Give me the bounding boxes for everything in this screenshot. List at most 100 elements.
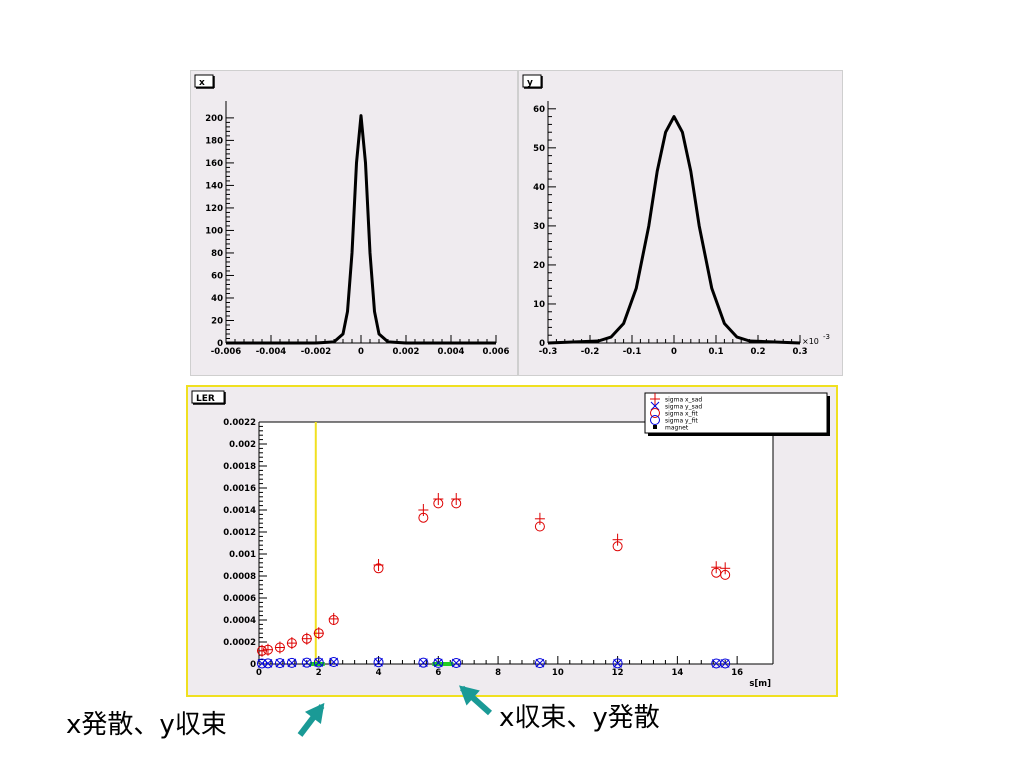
x-tick-label: 0.006 — [483, 347, 510, 357]
point-circle — [262, 644, 273, 655]
y-tick-label: 50 — [533, 144, 545, 154]
arrow-shaft — [297, 704, 325, 737]
x-tick-label: 0 — [358, 347, 364, 357]
point-circle — [373, 563, 384, 574]
plot-pad-ler: 0 2 4 6 8 10 12 14 16 0 0.0002 0.0004 0.0006 0.0008 0.… — [186, 385, 838, 697]
y-tick-label: 120 — [205, 204, 223, 214]
legend-label: sigma x_sad — [665, 397, 702, 404]
y-tick-label: 20 — [533, 261, 545, 271]
y-tick-label: 0.0012 — [223, 528, 256, 538]
point-cross — [419, 658, 428, 668]
point-cross — [433, 658, 443, 668]
point-cross — [302, 658, 312, 668]
x-tick-label: 4 — [376, 668, 382, 678]
series-line — [226, 114, 496, 345]
y-tick-label: 0.001 — [229, 550, 256, 560]
chart-ler: 0 2 4 6 8 10 12 14 16 0 0.0002 0.0004 0.0006 0.0008 0.… — [191, 390, 830, 689]
x-tick-label: -0.3 — [539, 347, 558, 357]
point-cross — [329, 657, 339, 667]
point-circle — [256, 645, 267, 656]
title-box — [194, 74, 214, 88]
point-circle — [433, 657, 444, 668]
title-box — [191, 390, 225, 404]
legend-box — [644, 392, 828, 434]
x-tick-label: 14 — [671, 668, 683, 678]
y-tick-label: 30 — [533, 222, 545, 232]
chart-title: y — [527, 78, 533, 88]
legend-label: magnet — [665, 425, 689, 432]
x-tick-label: 0 — [256, 668, 262, 678]
x-tick-label: -0.002 — [301, 347, 331, 357]
point-circle — [286, 657, 297, 668]
x-tick-label: 0.3 — [792, 347, 807, 357]
x-tick-label: 2 — [316, 668, 322, 678]
point-circle — [274, 658, 285, 669]
point-circle — [534, 521, 545, 532]
point-circle — [612, 541, 623, 552]
y-tick-label: 0.0018 — [223, 462, 256, 472]
x-tick-label: -0.006 — [211, 347, 241, 357]
x-multiplier: ×10 — [802, 337, 819, 346]
legend-marker-cross — [650, 401, 660, 411]
y-tick-label: 0.0016 — [223, 484, 256, 494]
arrow-head — [304, 702, 325, 724]
plot-pad-y: -0.3 -0.2 -0.1 0 0.1 0.2 0.3 0 10 20 30 40 50 60 y ×10-… — [518, 70, 843, 376]
y-tick-label: 0.002 — [229, 440, 256, 450]
legend-label: sigma y_sad — [665, 404, 702, 411]
legend-label: sigma x_fit — [665, 411, 698, 418]
y-tick-label: 60 — [211, 271, 223, 281]
point-circle — [534, 658, 545, 669]
point-circle — [720, 569, 731, 580]
y-tick-label: 160 — [205, 159, 223, 169]
x-tick-label: 6 — [435, 668, 441, 678]
y-tick-label: 0 — [539, 339, 545, 349]
y-tick-label: 0.0004 — [223, 616, 256, 626]
point-cross — [263, 658, 273, 668]
chart-title: x — [199, 78, 205, 88]
point-circle — [301, 657, 312, 668]
legend-marker-square — [653, 425, 657, 429]
point-circle — [328, 615, 339, 625]
chart-y: -0.3 -0.2 -0.1 0 0.1 0.2 0.3 0 10 20 30 40 50 60 y ×10-… — [522, 74, 830, 357]
y-tick-label: 40 — [533, 183, 545, 193]
y-tick-label: 0.0006 — [223, 594, 256, 604]
point-circle — [301, 633, 312, 644]
point-circle — [373, 657, 384, 668]
x-multiplier-exponent: -3 — [823, 333, 830, 341]
legend-marker-circle — [650, 408, 660, 418]
point-cross — [613, 658, 622, 668]
annotation-left: x発散、y収束 — [66, 710, 227, 740]
point-cross — [535, 658, 545, 668]
point-circle — [328, 657, 339, 668]
point-circle — [418, 657, 429, 668]
plot-area — [259, 422, 773, 664]
x-tick-label: 10 — [552, 668, 564, 678]
y-tick-label: 0 — [217, 339, 223, 349]
plot-pad-x: -0.006 -0.004 -0.002 0 0.002 0.004 0.006 0 20 40 6… — [190, 70, 518, 376]
y-tick-label: 0 — [250, 660, 256, 670]
point-cross — [314, 658, 324, 667]
series-line — [547, 115, 801, 345]
x-tick-label: 0 — [671, 347, 677, 357]
x-tick-label: -0.2 — [581, 347, 600, 357]
x-axis-title: s[m] — [749, 679, 771, 689]
title-box — [522, 74, 542, 88]
point-cross — [720, 659, 730, 668]
point-circle — [286, 638, 297, 649]
point-circle — [256, 658, 267, 669]
point-cross — [711, 659, 721, 668]
chart-title: LER — [196, 394, 215, 404]
point-circle — [451, 498, 462, 509]
y-tick-label: 80 — [211, 249, 223, 259]
point-circle — [720, 658, 731, 669]
x-tick-label: 8 — [495, 668, 501, 678]
point-circle — [274, 642, 285, 653]
annotation-right: x収束、y発散 — [499, 703, 660, 733]
x-tick-label: -0.004 — [256, 347, 286, 357]
y-tick-label: 10 — [533, 300, 545, 310]
y-tick-label: 100 — [205, 226, 223, 236]
point-circle — [433, 498, 444, 509]
y-tick-label: 0.0022 — [223, 418, 256, 428]
y-tick-label: 0.0002 — [223, 638, 256, 648]
point-circle — [313, 628, 324, 639]
